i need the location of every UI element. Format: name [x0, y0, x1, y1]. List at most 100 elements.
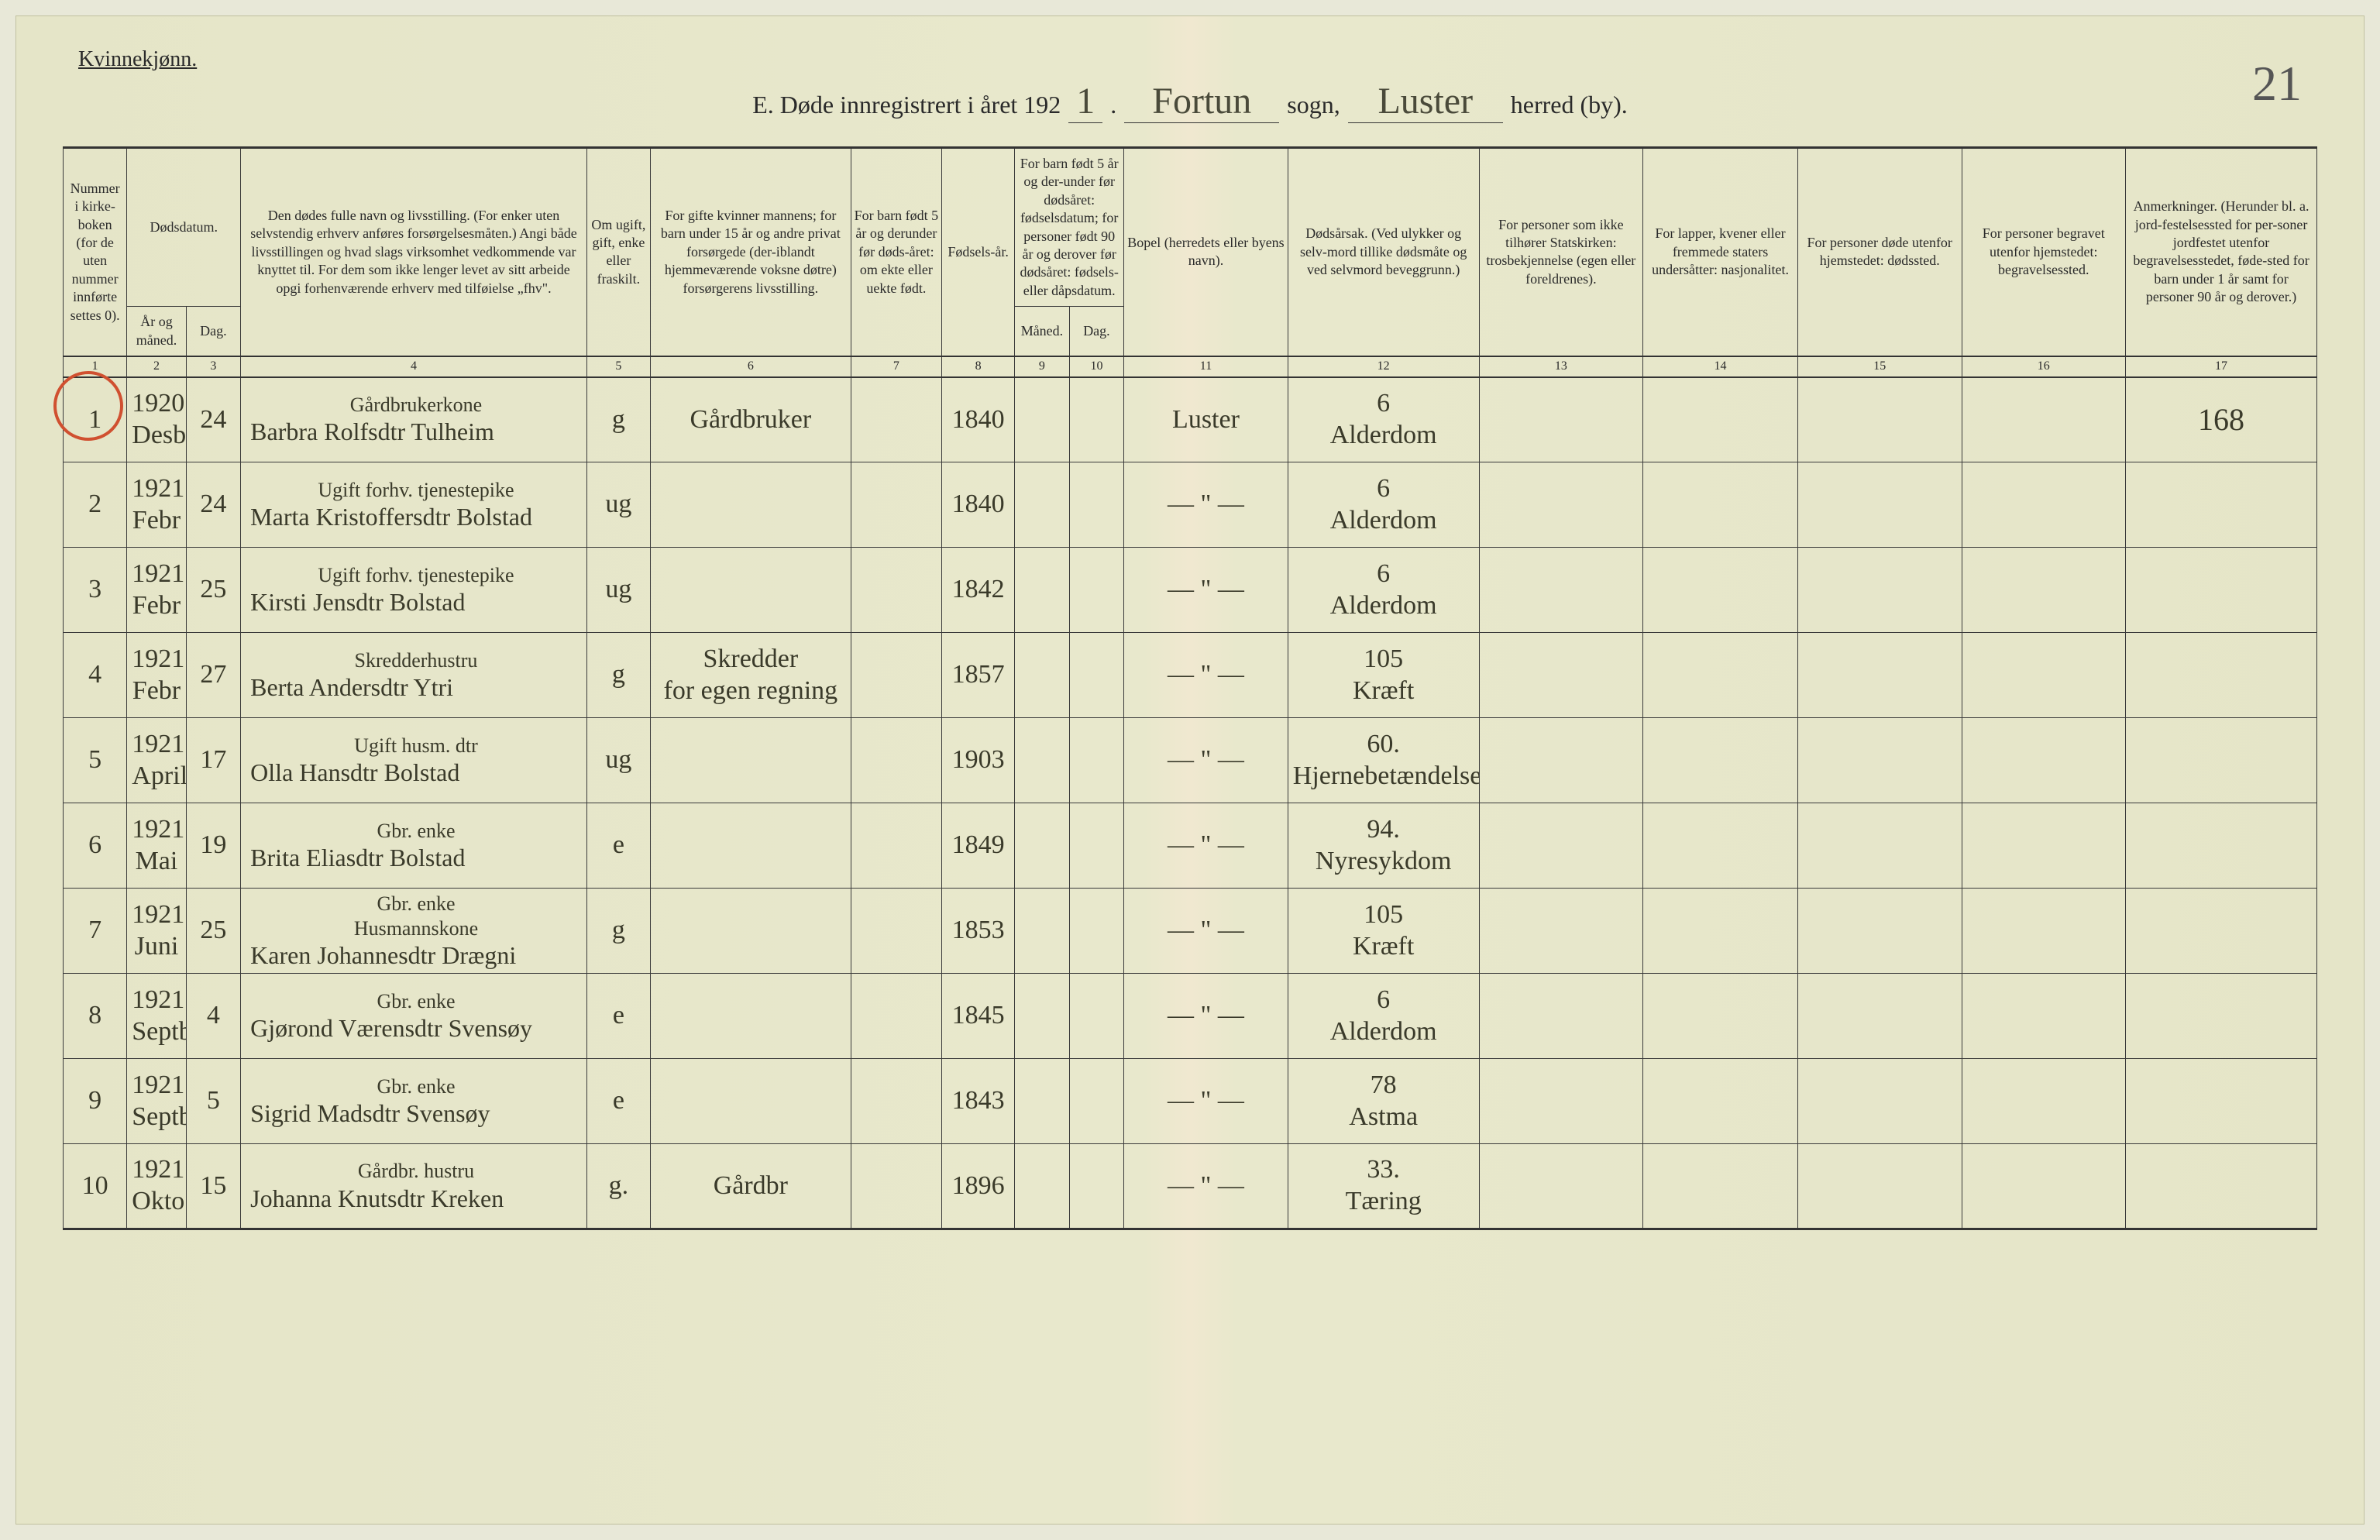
cell-marital: g.	[586, 1144, 650, 1229]
cell-birth-day	[1069, 1059, 1124, 1144]
cell-residence: — " —	[1124, 548, 1288, 633]
cell-residence: — " —	[1124, 1144, 1288, 1229]
colnum: 15	[1797, 356, 1962, 377]
cell-birth-month	[1015, 462, 1070, 548]
cell-name: Gbr. enkeGjørond Værensdtr Svensøy	[241, 974, 587, 1059]
cell-birth-day	[1069, 718, 1124, 803]
colnum: 9	[1015, 356, 1070, 377]
cell-num: 10	[64, 1144, 127, 1229]
cell-day: 15	[186, 1144, 241, 1229]
colnum: 8	[942, 356, 1015, 377]
cell-nationality	[1643, 1144, 1798, 1229]
cell-day: 5	[186, 1059, 241, 1144]
cell-birth-year: 1857	[942, 633, 1015, 718]
cell-remarks	[2126, 462, 2317, 548]
cell-cause: 60.Hjernebetændelse	[1288, 718, 1479, 803]
cell-burial-place	[1962, 633, 2126, 718]
cell-remarks	[2126, 889, 2317, 974]
colnum: 11	[1124, 356, 1288, 377]
header-faith: For personer som ikke tilhører Statskirk…	[1479, 148, 1643, 356]
cell-name: Gårdbr. hustruJohanna Knutsdtr Kreken	[241, 1144, 587, 1229]
cell-faith	[1479, 1144, 1643, 1229]
cell-birth-day	[1069, 1144, 1124, 1229]
cell-nationality	[1643, 462, 1798, 548]
header-nationality: For lapper, kvener eller fremmede stater…	[1643, 148, 1798, 356]
cell-legit	[851, 1059, 942, 1144]
cell-cause: 94.Nyresykdom	[1288, 803, 1479, 889]
colnum: 10	[1069, 356, 1124, 377]
colnum: 14	[1643, 356, 1798, 377]
colnum: 16	[1962, 356, 2126, 377]
cell-legit	[851, 803, 942, 889]
cell-year-month: 1920Desb	[127, 377, 186, 462]
cell-day: 24	[186, 462, 241, 548]
cell-death-place	[1797, 718, 1962, 803]
header-residence: Bopel (herredets eller byens navn).	[1124, 148, 1288, 356]
cell-provider	[651, 803, 851, 889]
sogn-value: Fortun	[1124, 80, 1279, 123]
cell-death-place	[1797, 1144, 1962, 1229]
cell-cause: 6Alderdom	[1288, 974, 1479, 1059]
cell-birth-year: 1903	[942, 718, 1015, 803]
cell-cause: 105Kræft	[1288, 889, 1479, 974]
cell-cause: 33.Tæring	[1288, 1144, 1479, 1229]
cell-num: 5	[64, 718, 127, 803]
cell-residence: — " —	[1124, 974, 1288, 1059]
cell-remarks	[2126, 803, 2317, 889]
year-suffix: 1	[1068, 80, 1102, 123]
cell-death-place	[1797, 633, 1962, 718]
herred-value: Luster	[1348, 80, 1503, 123]
cell-legit	[851, 1144, 942, 1229]
cell-birth-day	[1069, 633, 1124, 718]
cell-marital: e	[586, 974, 650, 1059]
cell-day: 25	[186, 548, 241, 633]
cell-death-place	[1797, 462, 1962, 548]
cell-birth-year: 1845	[942, 974, 1015, 1059]
cell-birth-day	[1069, 462, 1124, 548]
cell-provider	[651, 548, 851, 633]
cell-death-place	[1797, 803, 1962, 889]
cell-burial-place	[1962, 803, 2126, 889]
cell-faith	[1479, 889, 1643, 974]
colnum: 2	[127, 356, 186, 377]
cell-day: 25	[186, 889, 241, 974]
cell-legit	[851, 462, 942, 548]
cell-nationality	[1643, 803, 1798, 889]
cell-birth-day	[1069, 974, 1124, 1059]
header-burial-place: For personer begravet utenfor hjemstedet…	[1962, 148, 2126, 356]
cell-cause: 6Alderdom	[1288, 377, 1479, 462]
cell-birth-month	[1015, 1059, 1070, 1144]
cell-birth-day	[1069, 377, 1124, 462]
table-row: 31921Febr25Ugift forhv. tjenestepikeKirs…	[64, 548, 2317, 633]
cell-year-month: 1921Febr	[127, 548, 186, 633]
cell-cause: 78Astma	[1288, 1059, 1479, 1144]
cell-year-month: 1921Juni	[127, 889, 186, 974]
cell-remarks	[2126, 1144, 2317, 1229]
cell-faith	[1479, 462, 1643, 548]
cell-num: 7	[64, 889, 127, 974]
cell-num: 8	[64, 974, 127, 1059]
cell-name: Gbr. enkeSigrid Madsdtr Svensøy	[241, 1059, 587, 1144]
header-birth-month: Måned.	[1015, 307, 1070, 356]
header-birth-year: Fødsels-år.	[942, 148, 1015, 356]
cell-faith	[1479, 718, 1643, 803]
cell-residence: Luster	[1124, 377, 1288, 462]
cell-faith	[1479, 803, 1643, 889]
cell-cause: 6Alderdom	[1288, 462, 1479, 548]
cell-residence: — " —	[1124, 889, 1288, 974]
table-row: 21921Febr24Ugift forhv. tjenestepikeMart…	[64, 462, 2317, 548]
cell-num: 2	[64, 462, 127, 548]
cell-faith	[1479, 974, 1643, 1059]
colnum: 3	[186, 356, 241, 377]
header-remarks: Anmerkninger. (Herunder bl. a. jord-fest…	[2126, 148, 2317, 356]
cell-legit	[851, 889, 942, 974]
cell-cause: 6Alderdom	[1288, 548, 1479, 633]
cell-birth-year: 1849	[942, 803, 1015, 889]
cell-birth-month	[1015, 974, 1070, 1059]
table-row: 81921Septb4Gbr. enkeGjørond Værensdtr Sv…	[64, 974, 2317, 1059]
cell-death-place	[1797, 377, 1962, 462]
cell-burial-place	[1962, 1059, 2126, 1144]
cell-remarks	[2126, 718, 2317, 803]
cell-name: Ugift husm. dtrOlla Hansdtr Bolstad	[241, 718, 587, 803]
cell-faith	[1479, 633, 1643, 718]
